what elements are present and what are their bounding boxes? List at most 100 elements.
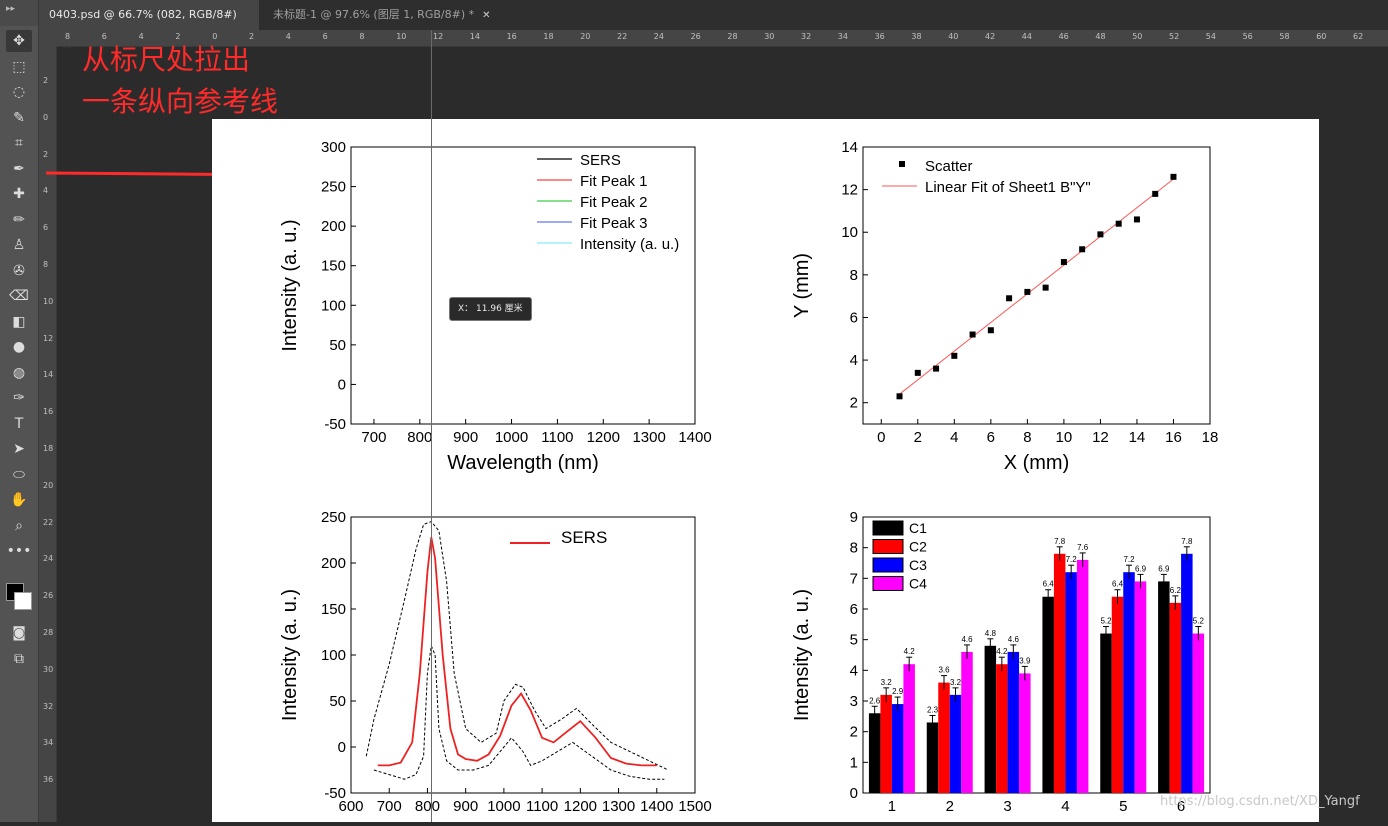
brush-tool-icon[interactable]: ✏ xyxy=(13,211,25,228)
bar xyxy=(926,722,939,793)
bar xyxy=(1111,596,1124,793)
ellipse-tool-icon[interactable]: ⬭ xyxy=(13,466,25,483)
legend-swatch xyxy=(872,576,904,591)
y-tick-label: 10 xyxy=(841,224,858,241)
bg-color-swatch[interactable] xyxy=(14,592,32,610)
pen-tool-icon[interactable]: ✑ xyxy=(13,390,25,406)
scatter-point xyxy=(1079,246,1086,253)
move-tool-icon[interactable]: ✥ xyxy=(6,30,32,52)
scatter-point xyxy=(896,393,903,400)
zoom-tool-icon[interactable]: ⌕ xyxy=(15,517,23,534)
marquee-tool-icon[interactable]: ⬚ xyxy=(12,58,26,75)
ruler-label: 2 xyxy=(43,76,49,85)
ruler-label: 6 xyxy=(322,32,328,41)
y-tick-label: 0 xyxy=(338,376,346,393)
y-axis-label: Intensity (a. u.) xyxy=(791,589,813,721)
blur-tool-icon[interactable]: ● xyxy=(12,339,26,355)
x-tick-label: 0 xyxy=(877,429,885,446)
ruler-label: 52 xyxy=(1169,32,1180,41)
ruler-label: 62 xyxy=(1353,32,1364,41)
legend-label: Linear Fit of Sheet1 B"Y" xyxy=(925,179,1091,196)
panel-grip[interactable]: ▸▸ xyxy=(0,0,38,26)
x-tick-label: 600 xyxy=(338,798,363,815)
stamp-tool-icon[interactable]: ♙ xyxy=(12,237,26,253)
eraser-tool-icon[interactable]: ⌫ xyxy=(9,288,29,304)
x-tick-label: 800 xyxy=(407,429,432,446)
sers-line xyxy=(377,537,657,767)
ruler-label: 0 xyxy=(43,112,49,122)
x-tick-label: 1300 xyxy=(602,798,635,815)
bar-value-label: 6.4 xyxy=(1112,580,1124,589)
y-tick-label: 14 xyxy=(841,139,858,156)
ruler-label: 4 xyxy=(138,32,144,41)
ruler-label: 54 xyxy=(1205,32,1216,41)
vertical-guide-line[interactable] xyxy=(431,30,432,822)
bar-value-label: 7.8 xyxy=(1054,537,1066,546)
quick-mask-icon[interactable]: ◙ xyxy=(12,625,26,641)
y-tick-label: 1 xyxy=(850,754,858,771)
quick-select-tool-icon[interactable]: ✎ xyxy=(13,109,25,126)
plot-frame xyxy=(862,516,1211,794)
scatter-point xyxy=(1133,216,1140,223)
y-tick-label: 0 xyxy=(850,785,858,802)
vertical-ruler[interactable]: 2 0 2 4 6 8 10 12 14 16 18 20 22 24 26 28 30 32 34 36 xyxy=(39,46,57,822)
tab-0403-psd[interactable]: 0403.psd @ 66.7% (082, RGB/8#) *✕ xyxy=(39,0,259,51)
lasso-tool-icon[interactable]: ◌ xyxy=(12,84,26,100)
bar xyxy=(949,694,962,793)
ruler-label: 32 xyxy=(801,32,812,41)
ruler-label: 4 xyxy=(285,32,291,41)
bar-value-label: 2.6 xyxy=(869,696,881,705)
ruler-label: 30 xyxy=(764,32,775,41)
ruler-label: 14 xyxy=(43,370,54,380)
eyedropper-tool-icon[interactable]: ✒ xyxy=(13,160,25,177)
close-icon[interactable]: ✕ xyxy=(482,10,491,21)
tab-untitled-1[interactable]: 未标题-1 @ 97.6% (图层 1, RGB/8#) * ✕ xyxy=(263,0,503,30)
bar-value-label: 4.6 xyxy=(961,635,973,644)
screen-mode-icon[interactable]: ⧉ xyxy=(14,651,24,667)
bar xyxy=(1019,673,1031,793)
y-tick-label: 50 xyxy=(329,337,346,354)
scatter-point xyxy=(987,327,994,334)
hand-tool-icon[interactable]: ✋ xyxy=(10,492,28,508)
chart-sers: -50 0 50 100 150 200 250 600 700 800 900 1000 1100 12… xyxy=(279,509,712,815)
x-tick-label: 700 xyxy=(361,429,386,446)
lower-confidence-band xyxy=(373,643,665,780)
ruler-label: 8 xyxy=(43,260,49,269)
ruler-label: 18 xyxy=(543,32,554,41)
bar-value-label: 2.3 xyxy=(927,705,939,714)
scatter-point xyxy=(1006,295,1013,302)
y-tick-label: 0 xyxy=(338,739,346,756)
y-tick-label: 2 xyxy=(850,395,858,412)
healing-tool-icon[interactable]: ✚ xyxy=(13,186,25,202)
paint-bucket-tool-icon[interactable]: ◧ xyxy=(12,313,26,330)
upper-confidence-band xyxy=(365,521,669,771)
bar xyxy=(880,694,892,793)
crop-tool-icon[interactable]: ⌗ xyxy=(15,135,23,151)
history-brush-tool-icon[interactable]: ✇ xyxy=(13,262,25,279)
document-canvas[interactable]: -50 0 50 100 150 200 250 300 700 800 900 1000 1100 12… xyxy=(212,119,1319,822)
x-tick-label: 2 xyxy=(914,429,922,446)
ruler-label: 36 xyxy=(874,32,885,41)
path-select-tool-icon[interactable]: ➤ xyxy=(13,441,25,457)
y-tick-label: 5 xyxy=(850,632,858,649)
bar xyxy=(1134,581,1147,793)
legend-label: Intensity (a. u.) xyxy=(580,236,679,253)
type-tool-icon[interactable]: T xyxy=(14,415,24,432)
bar-value-label: 5.2 xyxy=(1100,617,1112,626)
ruler-label: 24 xyxy=(43,554,54,564)
chart-scatter: 2 4 6 8 10 12 14 0 2 4 6 8 10 12 14 16 18 Y (mm) X (mm) Sca… xyxy=(791,139,1218,474)
bar-value-label: 3.2 xyxy=(950,678,962,687)
y-tick-label: 150 xyxy=(321,601,346,618)
ruler-origin[interactable] xyxy=(39,30,57,46)
more-tools-icon[interactable]: ••• xyxy=(6,543,32,559)
ruler-label: 40 xyxy=(948,32,959,41)
bar-value-label: 7.2 xyxy=(1123,555,1135,564)
horizontal-ruler[interactable]: 8 6 4 2 0 2 4 6 8 10 12 14 16 18 20 22 24 26 28 30 32 34 36 38 4… xyxy=(57,30,1388,47)
fit-line xyxy=(899,178,1174,395)
ruler-label: 20 xyxy=(580,32,591,41)
dodge-tool-icon[interactable]: ◍ xyxy=(12,364,26,381)
x-tick-label: 18 xyxy=(1202,429,1219,446)
bar xyxy=(868,713,881,793)
bar xyxy=(1076,559,1089,793)
ruler-label: 60 xyxy=(1316,32,1327,41)
